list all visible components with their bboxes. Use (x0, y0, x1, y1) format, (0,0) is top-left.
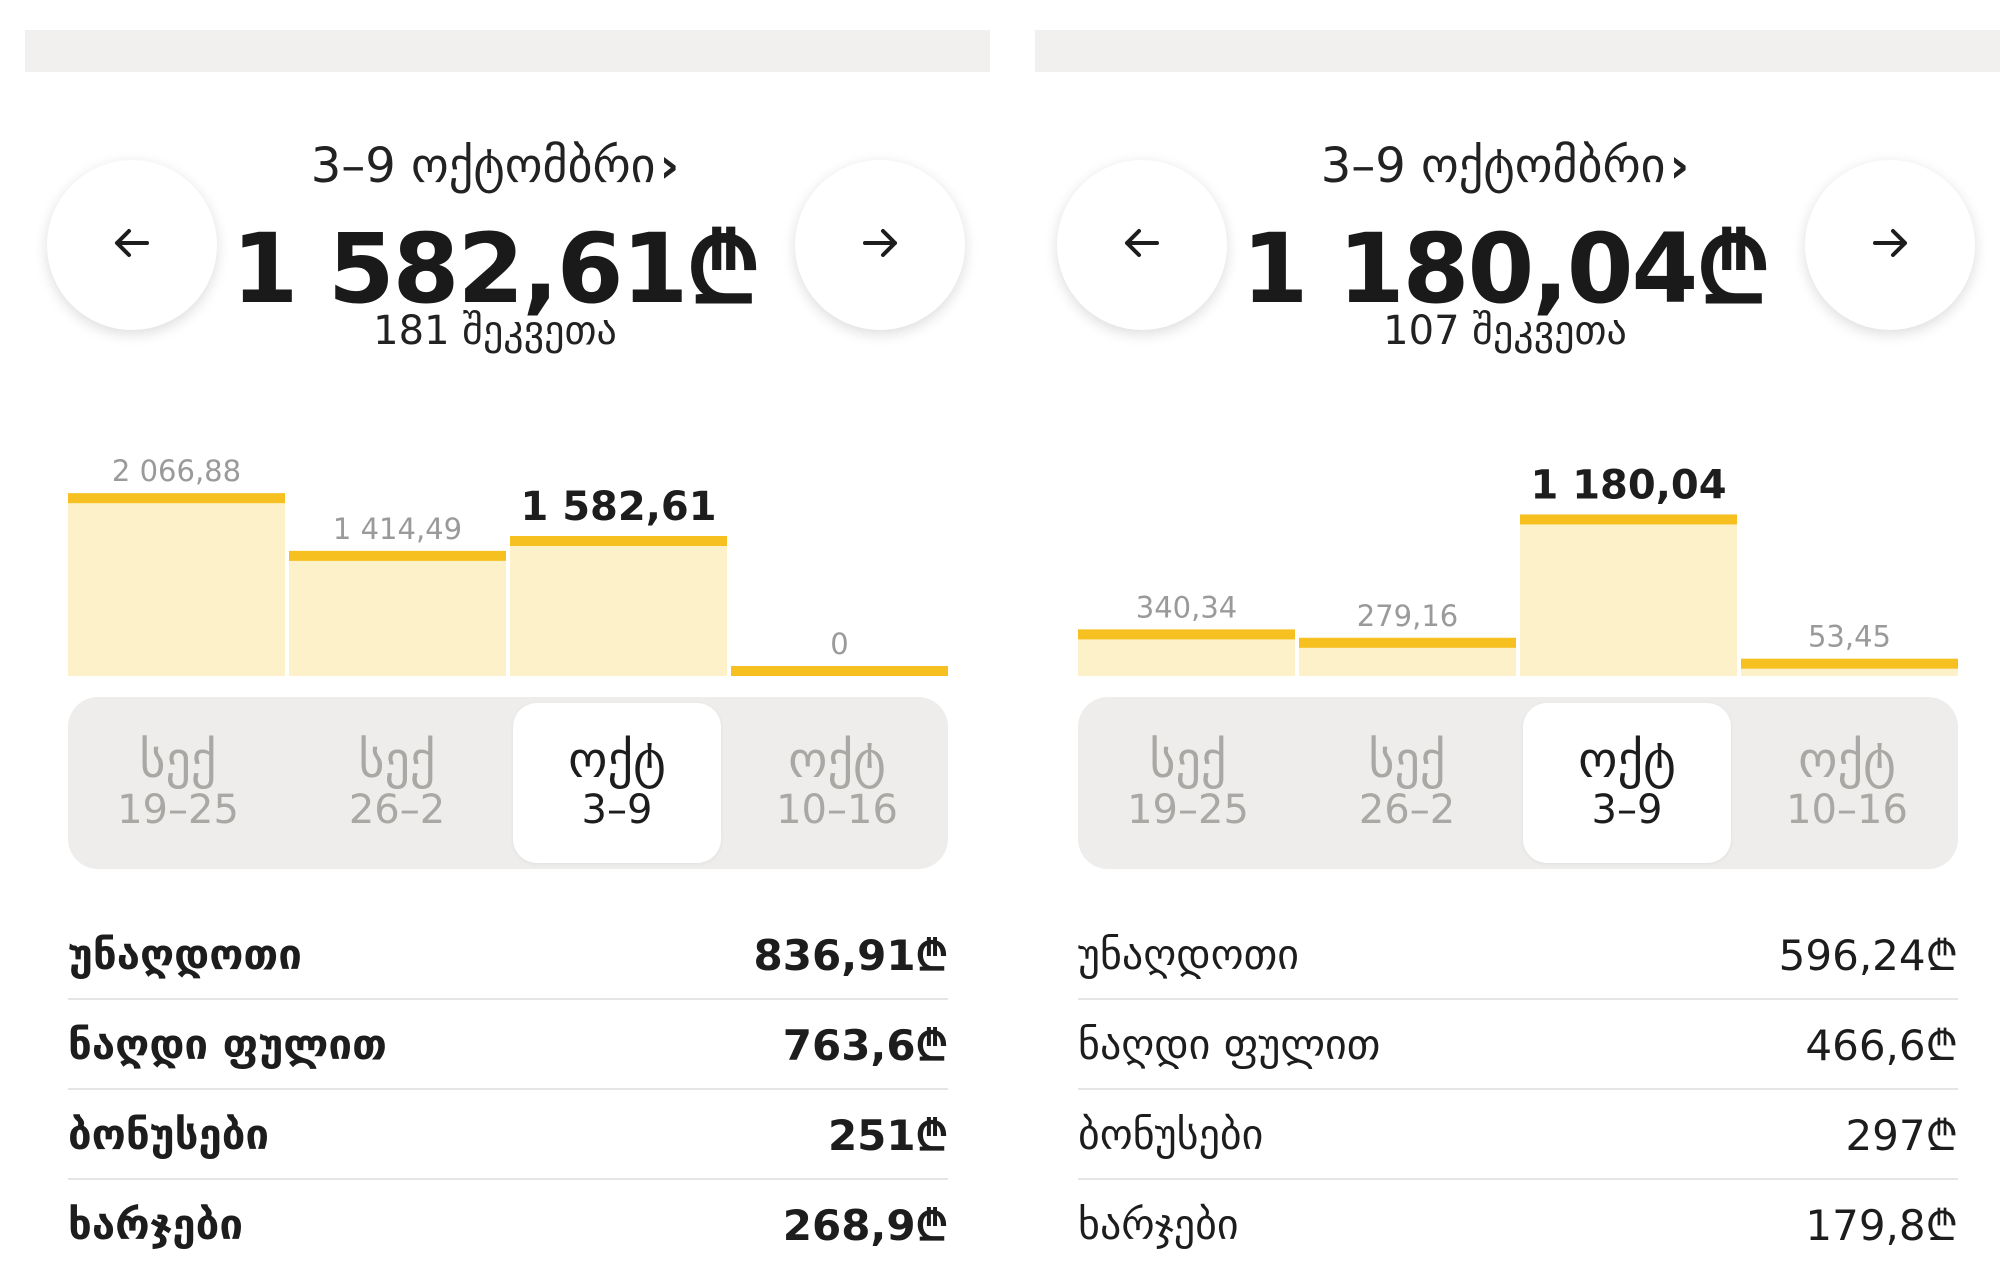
week-tab-month: სექ (1368, 731, 1446, 789)
week-tab-month: ოქტ (1578, 731, 1676, 789)
arrow-right-icon (855, 218, 905, 272)
breakdown-value: 179,8₾ (1805, 1200, 1958, 1250)
week-tab-active[interactable]: ოქტ 3–9 (1523, 703, 1731, 863)
breakdown-row: უნაღდოთი 836,91₾ (68, 910, 948, 1000)
week-selector: სექ 19–25 სექ 26–2 ოქტ 3–9 ოქტ 10–16 (68, 697, 948, 869)
breakdown-value: 466,6₾ (1805, 1020, 1958, 1070)
week-tab-days: 10–16 (776, 787, 898, 833)
chart-bar-top (510, 535, 727, 546)
week-tab-days: 10–16 (1786, 787, 1908, 833)
week-tab-month: ოქტ (1798, 731, 1896, 789)
chart-value-label: 1 414,49 (333, 512, 462, 546)
earnings-panel-left: 3–9 ოქტომბრი› 1 582,61₾ 181 შეკვეთა 2 06… (0, 0, 990, 1276)
chart-bar-top (289, 550, 506, 561)
breakdown-row: ხარჯები 268,9₾ (68, 1180, 948, 1268)
chart-value-label: 0 (830, 627, 848, 661)
week-tab[interactable]: სექ 26–2 (1303, 703, 1511, 863)
next-week-button[interactable] (1805, 160, 1975, 330)
period-selector[interactable]: 3–9 ოქტომბრი› (1010, 138, 2000, 194)
breakdown-value: 596,24₾ (1778, 930, 1958, 980)
week-tab[interactable]: ოქტ 10–16 (1743, 703, 1951, 863)
chart-bar-top (1520, 514, 1737, 525)
earnings-panel-right: 3–9 ოქტომბრი› 1 180,04₾ 107 შეკვეთა 340,… (1010, 0, 2000, 1276)
period-title: 3–9 ოქტომბრი (1320, 138, 1666, 194)
week-tab-active[interactable]: ოქტ 3–9 (513, 703, 721, 863)
chart-bar-top (731, 666, 948, 676)
breakdown-row: ნაღდი ფულით 466,6₾ (1078, 1000, 1958, 1090)
total-earnings: 1 180,04₾ (1241, 213, 1771, 325)
week-tab-month: სექ (358, 731, 436, 789)
previous-week-button[interactable] (47, 160, 217, 330)
breakdown-value: 297₾ (1845, 1110, 1958, 1160)
period-title: 3–9 ოქტომბრი (310, 138, 656, 194)
breakdown-value: 836,91₾ (753, 930, 948, 980)
breakdown-label: ნაღდი ფულით (1078, 1019, 1381, 1069)
week-tab-days: 3–9 (581, 787, 653, 833)
chart-bar[interactable] (1741, 668, 1958, 676)
week-tab-month: ოქტ (568, 731, 666, 789)
chart-value-label: 1 180,04 (1530, 462, 1726, 508)
chevron-right-icon: › (1669, 138, 1690, 194)
chart-bar-top (1299, 637, 1516, 648)
weekly-earnings-chart: 340,34 279,16 1 180,04 53,45 (1078, 462, 1958, 676)
next-week-button[interactable] (795, 160, 965, 330)
chart-value-label: 2 066,88 (112, 454, 241, 488)
period-selector[interactable]: 3–9 ოქტომბრი› (0, 138, 990, 194)
payment-breakdown: უნაღდოთი 596,24₾ ნაღდი ფულით 466,6₾ ბონუ… (1078, 910, 1958, 1268)
week-tab[interactable]: ოქტ 10–16 (733, 703, 941, 863)
arrow-left-icon (1117, 218, 1167, 272)
total-earnings: 1 582,61₾ (231, 213, 761, 325)
week-tab[interactable]: სექ 19–25 (74, 703, 282, 863)
chevron-right-icon: › (659, 138, 680, 194)
chart-bar[interactable] (289, 550, 506, 676)
breakdown-label: ბონუსები (1078, 1109, 1264, 1159)
chart-value-label: 1 582,61 (520, 484, 716, 530)
chart-value-label: 53,45 (1808, 620, 1891, 654)
breakdown-value: 251₾ (827, 1110, 948, 1160)
breakdown-value: 268,9₾ (782, 1200, 948, 1250)
chart-bar-top (1078, 629, 1295, 640)
breakdown-row: ხარჯები 179,8₾ (1078, 1180, 1958, 1268)
chart-bar[interactable] (510, 535, 727, 676)
week-tab-month: სექ (1149, 731, 1227, 789)
chart-bar-top (1741, 658, 1958, 669)
breakdown-label: ხარჯები (68, 1199, 244, 1249)
arrow-left-icon (107, 218, 157, 272)
breakdown-label: ბონუსები (68, 1109, 270, 1159)
breakdown-label: უნაღდოთი (1078, 929, 1299, 979)
weekly-earnings-chart: 2 066,88 1 414,49 1 582,61 0 (68, 454, 948, 676)
week-tab-days: 26–2 (1358, 787, 1456, 833)
previous-week-button[interactable] (1057, 160, 1227, 330)
chart-bar[interactable] (68, 493, 285, 676)
week-tab-days: 26–2 (348, 787, 446, 833)
payment-breakdown: უნაღდოთი 836,91₾ ნაღდი ფულით 763,6₾ ბონუ… (68, 910, 948, 1268)
breakdown-value: 763,6₾ (782, 1020, 948, 1070)
arrow-right-icon (1865, 218, 1915, 272)
breakdown-label: უნაღდოთი (68, 929, 302, 979)
week-tab[interactable]: სექ 26–2 (293, 703, 501, 863)
week-tab-days: 3–9 (1591, 787, 1663, 833)
breakdown-row: ნაღდი ფულით 763,6₾ (68, 1000, 948, 1090)
week-selector: სექ 19–25 სექ 26–2 ოქტ 3–9 ოქტ 10–16 (1078, 697, 1958, 869)
orders-count: 181 შეკვეთა (373, 308, 617, 354)
chart-bar[interactable] (1520, 514, 1737, 676)
breakdown-label: ნაღდი ფულით (68, 1019, 387, 1069)
chart-value-label: 340,34 (1136, 590, 1237, 624)
chart-bar-top (68, 493, 285, 504)
week-tab[interactable]: სექ 19–25 (1084, 703, 1292, 863)
chart-value-label: 279,16 (1357, 599, 1458, 633)
top-bar (1035, 30, 2000, 72)
breakdown-row: ბონუსები 251₾ (68, 1090, 948, 1180)
top-bar (25, 30, 990, 72)
week-tab-days: 19–25 (117, 787, 239, 833)
week-tab-month: ოქტ (788, 731, 886, 789)
week-tab-days: 19–25 (1127, 787, 1249, 833)
week-tab-month: სექ (139, 731, 217, 789)
orders-count: 107 შეკვეთა (1383, 308, 1627, 354)
breakdown-label: ხარჯები (1078, 1199, 1239, 1249)
breakdown-row: უნაღდოთი 596,24₾ (1078, 910, 1958, 1000)
breakdown-row: ბონუსები 297₾ (1078, 1090, 1958, 1180)
